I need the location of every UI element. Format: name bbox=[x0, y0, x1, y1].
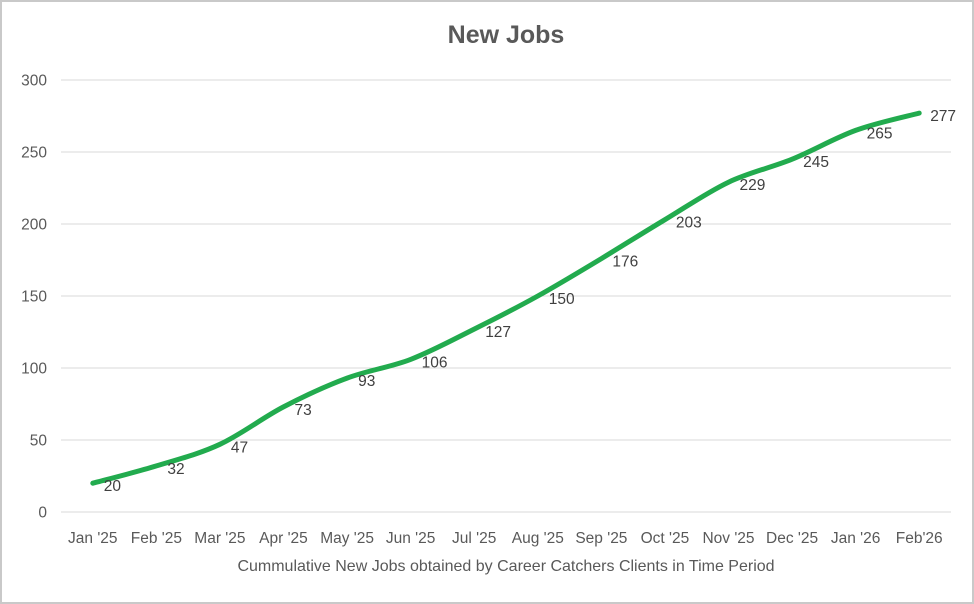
y-tick-label: 0 bbox=[38, 505, 47, 522]
data-label: 176 bbox=[612, 254, 638, 271]
x-tick-label: Dec '25 bbox=[766, 530, 818, 547]
data-label: 229 bbox=[740, 177, 766, 194]
y-tick-label: 100 bbox=[21, 361, 47, 378]
chart-caption-xlabel: Cummulative New Jobs obtained by Career … bbox=[237, 558, 775, 575]
y-tick-label: 250 bbox=[21, 145, 47, 162]
data-label: 47 bbox=[231, 439, 248, 456]
data-label: 203 bbox=[676, 215, 702, 232]
data-label: 73 bbox=[295, 402, 312, 419]
x-tick-label: Jan '26 bbox=[831, 530, 881, 547]
series-line bbox=[90, 110, 922, 486]
x-tick-label: Feb'26 bbox=[896, 530, 943, 547]
x-tick-label: Mar '25 bbox=[194, 530, 245, 547]
data-label: 20 bbox=[104, 478, 122, 495]
y-tick-label: 200 bbox=[21, 217, 47, 234]
y-tick-label: 300 bbox=[21, 73, 47, 90]
data-label: 93 bbox=[358, 373, 375, 390]
y-tick-label: 150 bbox=[21, 289, 47, 306]
x-tick-label: Jul '25 bbox=[452, 530, 496, 547]
x-tick-label: May '25 bbox=[320, 530, 374, 547]
x-tick-label: Jan '25 bbox=[68, 530, 118, 547]
x-tick-label: Jun '25 bbox=[386, 530, 436, 547]
data-label: 245 bbox=[803, 154, 829, 171]
data-label: 277 bbox=[930, 108, 956, 125]
x-tick-label: Sep '25 bbox=[575, 530, 627, 547]
data-label: 127 bbox=[485, 324, 511, 341]
x-tick-label: Oct '25 bbox=[641, 530, 690, 547]
x-tick-label: Nov '25 bbox=[702, 530, 754, 547]
x-tick-label: Aug '25 bbox=[512, 530, 564, 547]
data-label: 32 bbox=[167, 461, 184, 478]
x-tick-label: Apr '25 bbox=[259, 530, 308, 547]
y-tick-label: 50 bbox=[30, 433, 48, 450]
data-label: 106 bbox=[422, 354, 448, 371]
data-label: 265 bbox=[867, 125, 893, 142]
data-label: 150 bbox=[549, 291, 575, 308]
x-tick-label: Feb '25 bbox=[131, 530, 182, 547]
chart-title: New Jobs bbox=[447, 21, 565, 49]
